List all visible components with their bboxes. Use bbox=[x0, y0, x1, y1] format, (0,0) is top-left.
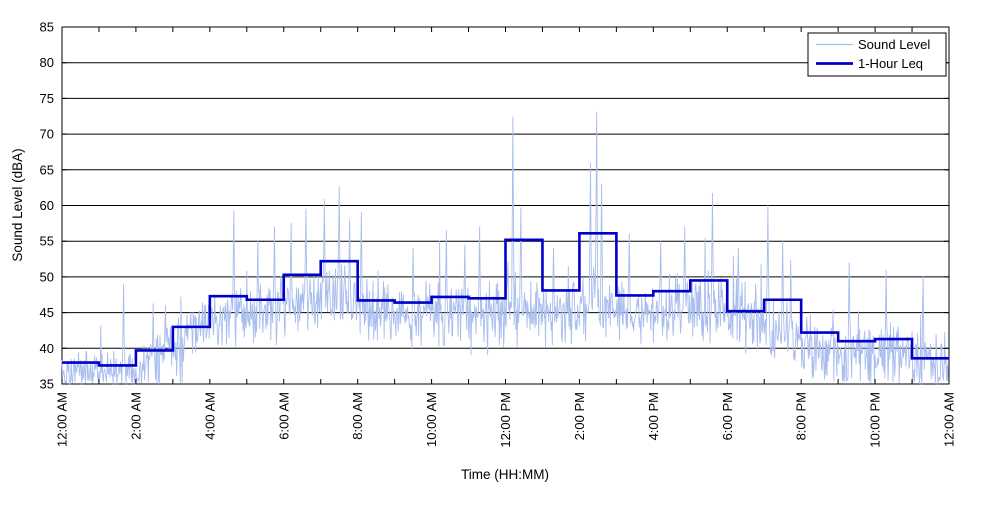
legend: Sound Level 1-Hour Leq bbox=[807, 32, 947, 77]
legend-box bbox=[807, 32, 947, 77]
x-tick-label: 10:00 PM bbox=[868, 392, 883, 448]
x-tick-label: 12:00 AM bbox=[55, 392, 70, 447]
y-tick-label: 75 bbox=[40, 91, 54, 106]
axis-ticks bbox=[61, 26, 950, 385]
y-tick-labels: 35 40 45 50 55 60 65 70 75 80 85 bbox=[40, 20, 54, 392]
y-tick-label: 70 bbox=[40, 127, 54, 142]
x-tick-label: 8:00 AM bbox=[350, 392, 365, 440]
legend-leq-label: 1-Hour Leq bbox=[858, 56, 923, 71]
x-tick-label: 4:00 PM bbox=[646, 392, 661, 440]
x-tick-labels: 12:00 AM 2:00 AM 4:00 AM 6:00 AM 8:00 AM 10:0… bbox=[55, 392, 957, 448]
y-tick-label: 85 bbox=[40, 20, 54, 35]
x-tick-label: 8:00 PM bbox=[794, 392, 809, 440]
one-hour-leq-series bbox=[62, 232, 949, 367]
x-tick-label: 12:00 PM bbox=[498, 392, 513, 448]
x-tick-label: 4:00 AM bbox=[202, 392, 217, 440]
x-tick-label: 10:00 AM bbox=[424, 392, 439, 447]
y-tick-label: 55 bbox=[40, 234, 54, 249]
y-tick-label: 50 bbox=[40, 269, 54, 284]
x-axis-label: Time (HH:MM) bbox=[461, 467, 549, 482]
x-tick-label: 6:00 AM bbox=[276, 392, 291, 440]
y-tick-label: 60 bbox=[40, 198, 54, 213]
y-tick-label: 35 bbox=[40, 377, 54, 392]
y-tick-label: 45 bbox=[40, 305, 54, 320]
y-tick-label: 80 bbox=[40, 55, 54, 70]
x-tick-label: 2:00 PM bbox=[572, 392, 587, 440]
x-tick-label: 12:00 AM bbox=[942, 392, 957, 447]
x-tick-label: 2:00 AM bbox=[128, 392, 143, 440]
legend-sound-level-label: Sound Level bbox=[858, 37, 930, 52]
y-axis-label: Sound Level (dBA) bbox=[10, 148, 25, 261]
y-tick-label: 65 bbox=[40, 162, 54, 177]
x-tick-label: 6:00 PM bbox=[720, 392, 735, 440]
y-tick-label: 40 bbox=[40, 341, 54, 356]
